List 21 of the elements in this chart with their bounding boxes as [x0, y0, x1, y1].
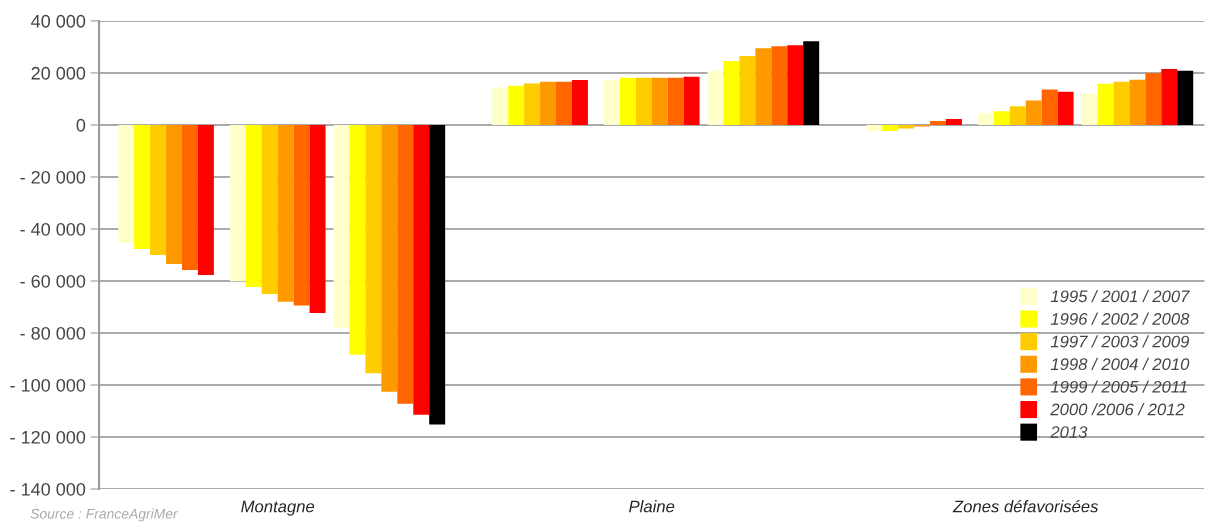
y-tick-label: - 80 000 [20, 326, 86, 340]
y-tick-label: - 140 000 [10, 482, 86, 496]
y-tick-label: - 60 000 [20, 274, 86, 288]
legend-label: 2013 [1050, 426, 1088, 438]
y-tick-label: - 40 000 [20, 222, 86, 236]
x-tick-label: Plaine [629, 500, 675, 513]
legend-label: 1999 / 2005 / 2011 [1050, 380, 1187, 393]
y-tick-label: 0 [76, 118, 86, 132]
y-tick-label: 40 000 [31, 14, 86, 28]
y-tick-label: - 100 000 [10, 378, 86, 392]
x-tick-label: Montagne [241, 500, 315, 516]
legend-label: 1996 / 2002 / 2008 [1050, 312, 1190, 325]
legend-label: 1995 / 2001 / 2007 [1050, 289, 1190, 303]
legend-label: 1997 / 2003 / 2009 [1050, 335, 1190, 348]
y-tick-label: - 120 000 [10, 430, 86, 444]
y-tick-label: 20 000 [31, 66, 86, 80]
x-tick-label: Zones défavorisées [952, 499, 1099, 513]
y-tick-label: - 20 000 [20, 170, 86, 184]
legend-label: 2000 /2006 / 2012 [1050, 403, 1185, 416]
source-note: Source : FranceAgriMer [30, 508, 179, 522]
legend-label: 1998 / 2004 / 2010 [1050, 357, 1190, 371]
